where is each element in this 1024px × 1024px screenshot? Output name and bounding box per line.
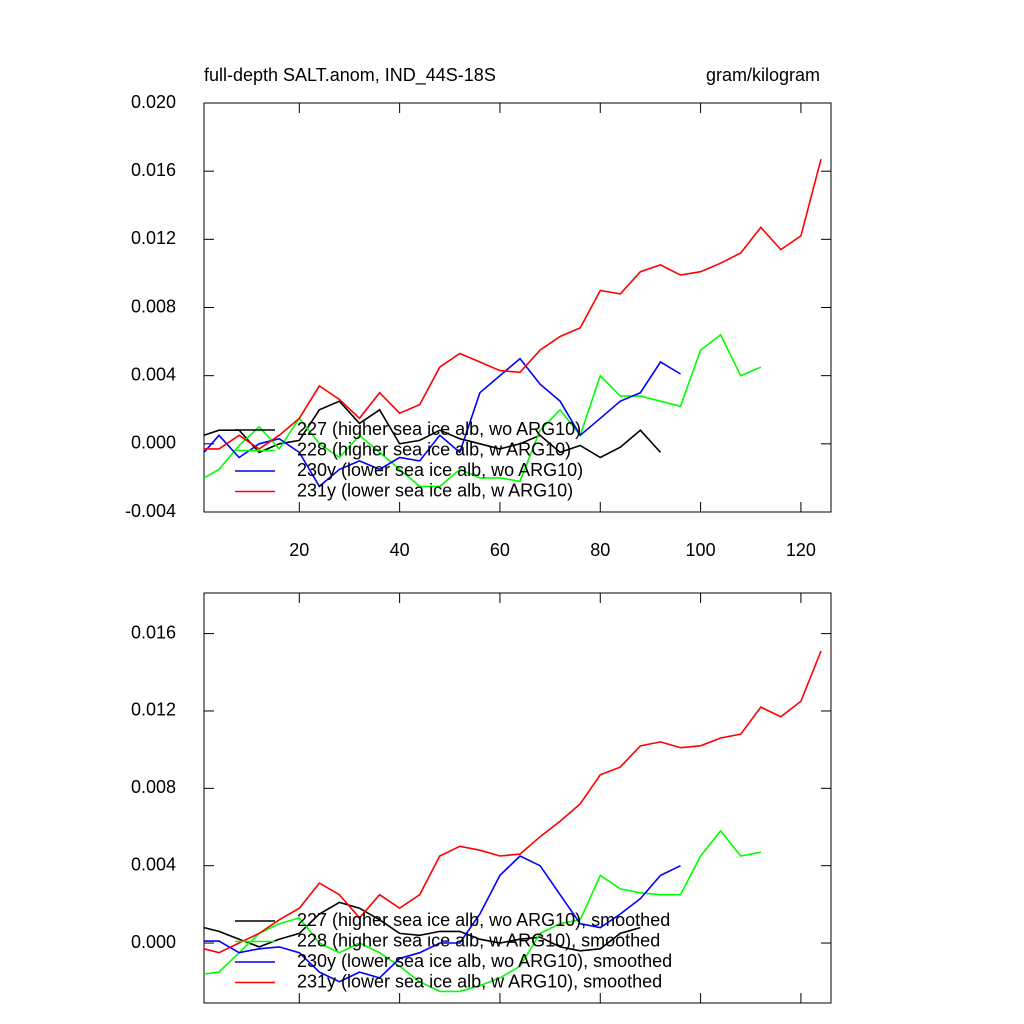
legend-label: 228 (higher sea ice alb, w ARG10) [297, 439, 571, 459]
y-tick-label: -0.004 [125, 501, 176, 521]
legend-label: 231y (lower sea ice alb, w ARG10), smoot… [297, 971, 662, 991]
chart-title: full-depth SALT.anom, IND_44S-18S [204, 65, 496, 86]
units-label: gram/kilogram [706, 65, 820, 85]
series-line [203, 333, 762, 488]
y-tick-label: 0.004 [131, 854, 176, 874]
legend-label: 227 (higher sea ice alb, wo ARG10), smoo… [297, 910, 670, 930]
y-tick-label: 0.012 [131, 228, 176, 248]
legend-label: 231y (lower sea ice alb, w ARG10) [297, 480, 573, 500]
y-tick-label: 0.000 [131, 932, 176, 952]
x-tick-label: 120 [786, 540, 816, 560]
legend-label: 230y (lower sea ice alb, wo ARG10) [297, 460, 583, 480]
series-line [203, 650, 822, 954]
series-line [204, 158, 822, 450]
x-tick-label: 60 [490, 540, 510, 560]
plot-frame [203, 592, 832, 1004]
series-line [203, 357, 681, 488]
y-tick-label: 0.008 [131, 296, 176, 316]
y-tick-label: 0.016 [131, 160, 176, 180]
series-line [204, 855, 681, 983]
y-tick-label: 0.008 [131, 777, 176, 797]
series-line [203, 829, 761, 993]
y-tick-label: 0.012 [131, 700, 176, 720]
y-tick-label: 0.000 [131, 433, 176, 453]
x-tick-label: 20 [289, 540, 309, 560]
legend-label: 230y (lower sea ice alb, wo ARG10), smoo… [297, 951, 672, 971]
legend-label: 228 (higher sea ice alb, w ARG10), smoot… [297, 930, 660, 950]
y-tick-label: 0.004 [131, 364, 176, 384]
y-tick-label: 0.016 [131, 622, 176, 642]
x-tick-label: 100 [686, 540, 716, 560]
y-tick-label: 0.020 [131, 92, 176, 112]
legend-label: 227 (higher sea ice alb, wo ARG10) [297, 419, 581, 439]
x-tick-label: 80 [590, 540, 610, 560]
x-tick-label: 40 [390, 540, 410, 560]
